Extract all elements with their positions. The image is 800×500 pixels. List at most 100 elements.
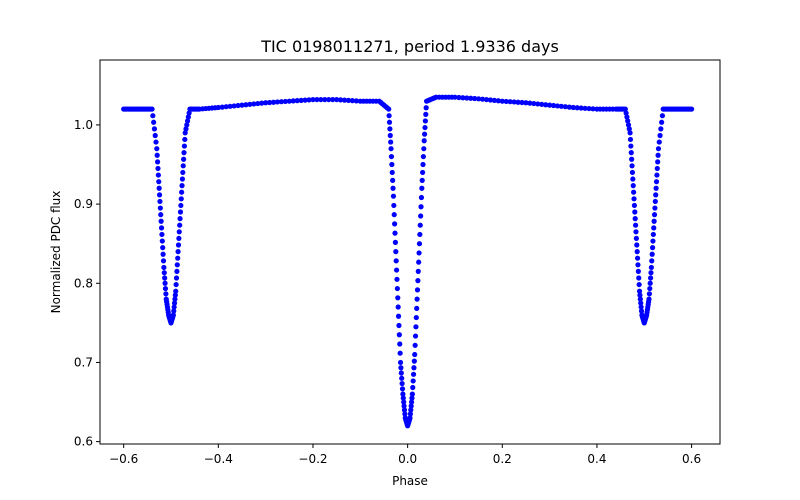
data-point — [411, 358, 417, 364]
data-point — [173, 288, 179, 294]
data-point — [456, 94, 462, 101]
data-point — [652, 198, 658, 205]
data-point — [636, 275, 642, 281]
data-point — [414, 296, 420, 302]
data-point — [419, 185, 425, 191]
data-point — [483, 96, 490, 103]
data-point — [487, 97, 494, 103]
data-point — [652, 205, 658, 211]
data-point — [389, 161, 395, 168]
data-point — [648, 270, 654, 276]
data-point — [215, 104, 221, 111]
data-point — [655, 159, 661, 165]
data-point — [647, 275, 654, 281]
data-point — [479, 96, 486, 102]
data-point — [476, 96, 482, 102]
data-point — [392, 221, 398, 227]
data-point — [399, 380, 405, 387]
data-point — [630, 176, 636, 182]
data-point — [180, 169, 186, 176]
data-point — [420, 169, 426, 176]
data-point — [558, 103, 565, 109]
data-point — [420, 153, 427, 160]
data-point — [632, 209, 638, 215]
data-point — [503, 98, 509, 105]
data-point — [158, 212, 164, 218]
data-point — [397, 350, 403, 356]
data-point — [628, 143, 634, 149]
data-point — [151, 119, 157, 125]
x-tick-label: −0.6 — [109, 452, 138, 466]
data-point — [632, 216, 638, 222]
data-point — [625, 118, 631, 124]
data-point — [399, 386, 406, 392]
data-point — [393, 258, 399, 264]
data-point — [624, 114, 630, 120]
data-point — [413, 324, 419, 330]
data-point — [415, 268, 421, 274]
data-point — [636, 288, 643, 294]
data-point — [181, 150, 187, 156]
data-point — [174, 268, 180, 274]
data-point — [393, 249, 399, 255]
data-point — [160, 251, 166, 257]
data-point — [388, 139, 394, 145]
x-tick-label: 0.4 — [587, 452, 606, 466]
x-tick-label: 0.6 — [682, 452, 701, 466]
data-point — [417, 231, 423, 238]
data-point — [255, 100, 261, 107]
data-point — [274, 99, 281, 105]
data-point — [633, 229, 639, 235]
data-point — [491, 97, 497, 103]
data-point — [410, 384, 416, 391]
data-point — [658, 126, 664, 132]
data-point — [159, 238, 165, 244]
data-point — [418, 213, 424, 219]
x-axis-label: Phase — [392, 474, 428, 488]
data-point — [410, 371, 417, 377]
data-point — [629, 156, 635, 162]
data-point — [407, 415, 413, 421]
data-point — [495, 98, 501, 104]
data-point — [389, 169, 395, 176]
data-point — [411, 365, 417, 371]
data-point — [290, 98, 296, 104]
data-point — [631, 189, 637, 195]
data-point — [395, 304, 401, 310]
data-point — [156, 192, 163, 198]
data-point — [638, 308, 645, 314]
data-point — [472, 95, 478, 102]
data-point — [627, 130, 633, 136]
data-point — [172, 292, 178, 298]
y-tick-label: 0.7 — [74, 355, 93, 369]
data-point — [452, 94, 458, 100]
data-point — [582, 105, 588, 111]
data-point — [175, 255, 181, 261]
data-point — [590, 106, 596, 112]
data-point — [181, 156, 187, 162]
data-point — [266, 99, 273, 106]
data-point — [160, 258, 167, 264]
data-point — [227, 103, 233, 109]
data-point — [418, 194, 425, 201]
data-point — [397, 341, 403, 347]
data-point — [637, 292, 643, 298]
data-point — [416, 241, 423, 247]
data-point — [392, 239, 399, 245]
x-tick-label: −0.2 — [298, 452, 327, 466]
data-point — [175, 249, 181, 255]
data-point — [408, 399, 415, 405]
data-point — [390, 185, 396, 191]
data-point — [400, 395, 406, 401]
data-point — [160, 245, 166, 251]
data-point — [527, 100, 533, 106]
data-point — [251, 101, 257, 107]
data-point — [651, 218, 657, 224]
data-point — [398, 365, 404, 371]
data-point — [625, 122, 632, 128]
data-point — [631, 202, 638, 209]
data-point — [649, 251, 655, 257]
data-point — [416, 250, 422, 256]
data-point — [184, 122, 190, 128]
data-point — [634, 242, 640, 248]
